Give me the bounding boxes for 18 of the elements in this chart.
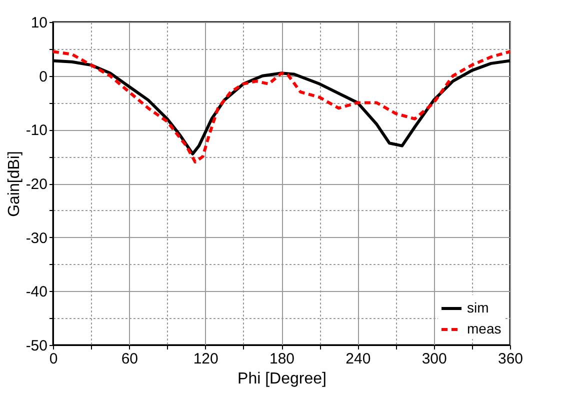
y-tick-label: 0	[39, 68, 48, 86]
legend-label: sim	[467, 300, 489, 316]
x-tick-label: 60	[121, 350, 138, 368]
y-tick-label: -20	[26, 176, 48, 193]
x-tick-label: 180	[269, 350, 295, 368]
y-axis-title: Gain[dBi]	[6, 151, 23, 217]
y-tick-label: -40	[26, 284, 48, 301]
y-tick-label: -50	[26, 338, 48, 354]
y-tick-label: -10	[26, 122, 48, 140]
y-tick-label: 10	[30, 14, 48, 32]
legend-label: meas	[467, 320, 502, 336]
x-axis-title: Phi [Degree]	[238, 370, 326, 388]
x-tick-label: 240	[346, 350, 371, 368]
x-tick-label: 300	[422, 350, 447, 368]
x-tick-label: 0	[49, 350, 58, 368]
x-tick-label: 120	[193, 350, 218, 368]
x-tick-label: 360	[498, 350, 524, 368]
y-tick-label: -30	[26, 230, 48, 247]
